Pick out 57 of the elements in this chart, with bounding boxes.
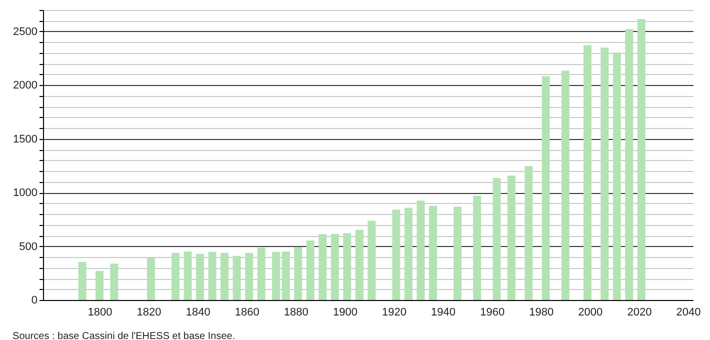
bar — [172, 252, 180, 300]
bar — [600, 47, 609, 300]
bar — [245, 252, 254, 300]
bar — [583, 45, 592, 300]
bar — [542, 76, 550, 300]
bar — [110, 264, 118, 300]
bar — [220, 252, 229, 300]
bar — [318, 234, 327, 300]
x-tick-label: 2000 — [578, 306, 603, 318]
bar — [404, 208, 412, 300]
bar — [196, 254, 204, 300]
x-tick-label: 1800 — [88, 306, 112, 318]
bar — [625, 29, 634, 300]
x-tick-label: 1820 — [136, 306, 162, 318]
bar — [561, 70, 570, 300]
bar — [473, 196, 482, 300]
y-tick-label: 500 — [19, 240, 38, 253]
y-tick-label: 1500 — [13, 133, 38, 146]
bar — [454, 206, 462, 300]
bar — [306, 240, 314, 300]
bar — [507, 176, 516, 300]
x-tick-label: 1980 — [529, 306, 554, 318]
y-tick-label: 0 — [31, 294, 38, 306]
bar — [355, 230, 364, 300]
bar — [330, 234, 339, 300]
bar — [272, 252, 280, 300]
bar — [524, 166, 533, 300]
x-tick-label: 1960 — [480, 306, 505, 318]
x-tick-label: 2040 — [676, 306, 701, 318]
bar — [612, 52, 621, 300]
bar — [282, 252, 290, 300]
bar — [428, 206, 437, 300]
bar — [232, 256, 241, 300]
bar — [146, 258, 155, 300]
bar — [416, 200, 425, 300]
y-tick-label: 1000 — [13, 187, 38, 200]
bar — [208, 252, 216, 300]
bar — [294, 246, 302, 300]
x-tick-label: 1900 — [332, 306, 358, 318]
bar — [184, 252, 192, 300]
x-tick-label: 1920 — [382, 306, 406, 318]
source-note: Sources : base Cassini de l'EHESS et base Insee. — [12, 331, 236, 340]
x-tick-label: 1940 — [431, 306, 456, 318]
y-tick-label: 2500 — [13, 26, 38, 38]
bar — [368, 220, 376, 300]
bar — [343, 233, 352, 300]
y-tick-label: 2000 — [13, 80, 38, 92]
bar — [392, 210, 400, 300]
bar — [637, 19, 646, 300]
bar — [492, 178, 501, 300]
bar — [257, 247, 266, 300]
x-tick-label: 1840 — [186, 306, 210, 318]
bar — [78, 262, 86, 300]
x-tick-label: 1860 — [234, 306, 260, 318]
bar — [95, 270, 104, 300]
x-tick-label: 1880 — [284, 306, 308, 318]
x-tick-label: 2020 — [627, 306, 652, 318]
